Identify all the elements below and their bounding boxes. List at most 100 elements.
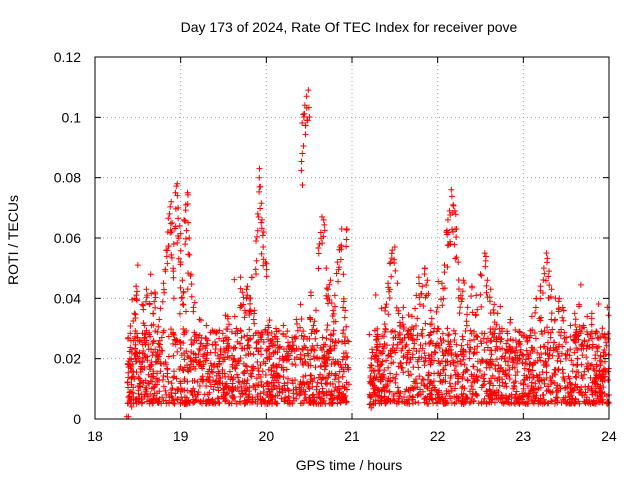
grid-lines — [95, 57, 609, 419]
data-point — [557, 332, 564, 339]
data-point — [255, 371, 262, 378]
data-point — [405, 311, 412, 318]
data-point — [532, 380, 539, 387]
data-point — [259, 216, 266, 223]
data-point — [393, 304, 400, 311]
data-point — [436, 372, 443, 379]
data-point — [420, 303, 427, 309]
data-point — [180, 340, 187, 347]
data-point — [581, 368, 588, 375]
data-point — [466, 400, 473, 407]
data-point — [428, 387, 435, 394]
data-point — [441, 269, 448, 276]
data-point — [306, 394, 313, 401]
data-point — [181, 329, 188, 336]
data-point — [433, 308, 440, 315]
data-point — [256, 188, 263, 195]
data-point — [471, 328, 478, 335]
data-point — [455, 378, 462, 385]
data-point — [305, 87, 312, 94]
data-point — [555, 353, 562, 360]
data-point — [310, 353, 317, 360]
data-point — [464, 367, 471, 374]
data-point — [294, 320, 301, 327]
data-point — [152, 304, 159, 311]
data-point — [467, 399, 474, 406]
data-point — [224, 353, 231, 360]
data-point — [451, 385, 458, 392]
data-point — [585, 383, 592, 390]
data-point — [444, 264, 451, 271]
data-point — [237, 274, 244, 281]
data-point — [390, 374, 397, 381]
data-point — [142, 354, 149, 361]
data-point — [177, 380, 184, 387]
data-point — [139, 301, 146, 308]
data-point — [436, 387, 443, 394]
data-point — [244, 367, 251, 374]
data-point — [457, 304, 464, 311]
data-point — [513, 343, 520, 350]
data-point — [334, 396, 341, 403]
data-point — [502, 350, 509, 357]
data-point — [174, 239, 181, 246]
data-point — [186, 400, 193, 407]
data-point — [191, 299, 198, 306]
data-point — [241, 307, 248, 314]
data-point — [537, 399, 544, 406]
data-point — [458, 342, 465, 349]
data-point — [178, 295, 185, 302]
data-point — [165, 215, 172, 222]
data-point — [128, 356, 135, 363]
data-point — [593, 343, 600, 350]
data-point — [331, 395, 338, 402]
data-point — [554, 348, 561, 355]
data-point — [388, 328, 395, 335]
data-point — [148, 385, 155, 392]
data-point — [379, 348, 386, 355]
data-point — [516, 329, 523, 336]
data-point — [232, 344, 239, 351]
data-point — [234, 384, 241, 391]
data-points — [123, 87, 612, 420]
data-point — [594, 395, 601, 402]
data-point — [251, 383, 258, 390]
data-point — [143, 385, 150, 392]
data-point — [495, 367, 502, 374]
data-point — [203, 322, 210, 329]
data-point — [233, 362, 240, 369]
data-point — [165, 378, 172, 385]
data-point — [264, 383, 271, 390]
data-point — [187, 355, 194, 362]
data-point — [409, 351, 416, 358]
data-point — [376, 367, 383, 374]
data-point — [543, 369, 550, 376]
data-point — [300, 336, 307, 343]
data-point — [388, 250, 395, 257]
data-point — [145, 371, 152, 378]
data-point — [226, 321, 233, 328]
data-point — [573, 362, 580, 369]
data-point — [387, 398, 394, 405]
data-point — [377, 362, 384, 369]
data-point — [244, 376, 251, 383]
data-point — [146, 301, 153, 308]
data-point — [525, 393, 532, 400]
data-point — [323, 381, 330, 388]
data-point — [394, 280, 401, 287]
data-point — [520, 399, 527, 406]
data-point — [188, 293, 195, 300]
data-point — [445, 229, 452, 236]
data-point — [498, 335, 505, 342]
data-point — [172, 390, 179, 397]
data-point — [255, 365, 262, 372]
data-point — [573, 374, 580, 381]
data-point — [551, 400, 558, 407]
data-point — [223, 326, 230, 333]
data-point — [237, 340, 244, 347]
data-point — [447, 211, 454, 218]
data-point — [268, 329, 275, 336]
data-point — [556, 383, 563, 390]
data-point — [376, 392, 383, 399]
data-point — [253, 233, 260, 240]
